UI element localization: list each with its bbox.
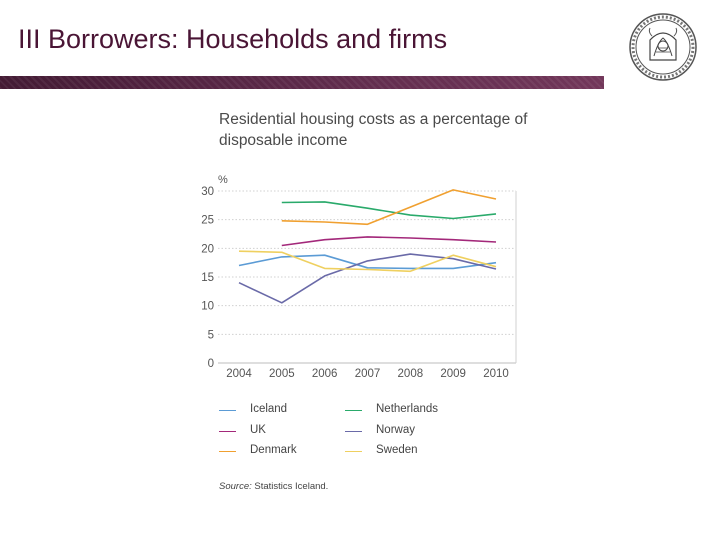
- y-tick-label: 15: [201, 272, 214, 284]
- legend-swatch: [345, 410, 362, 411]
- legend-label: Iceland: [250, 403, 288, 415]
- y-tick-label: 5: [208, 329, 214, 341]
- legend-label: Netherlands: [376, 403, 439, 415]
- y-tick-label: 25: [201, 215, 214, 227]
- series-line-uk: [281, 236, 497, 247]
- x-tick-label: 2007: [355, 368, 381, 380]
- legend-label: Denmark: [250, 444, 297, 456]
- legend-swatch: [219, 410, 236, 411]
- x-tick-label: 2006: [312, 368, 338, 380]
- university-seal-icon: [629, 13, 697, 81]
- legend-label: UK: [250, 424, 266, 436]
- legend-label: Norway: [376, 424, 415, 436]
- series-line-netherlands: [281, 201, 497, 220]
- legend-swatch: [345, 451, 362, 452]
- slide-title: III Borrowers: Households and firms: [18, 24, 448, 54]
- x-tick-label: 2004: [226, 368, 252, 380]
- source-label: Source:: [219, 481, 252, 492]
- legend-swatch: [219, 451, 236, 452]
- chart-title: Residential housing costs as a percentag…: [219, 111, 528, 149]
- y-tick-label: 0: [208, 358, 214, 370]
- y-tick-label: 20: [201, 243, 214, 255]
- y-tick-label: 30: [201, 186, 214, 198]
- y-axis-label: %: [218, 174, 228, 186]
- x-tick-label: 2010: [483, 368, 509, 380]
- title-bar: [0, 76, 604, 89]
- source-text: Statistics Iceland.: [254, 481, 329, 492]
- legend-label: Sweden: [376, 444, 418, 456]
- chart-source: Source: Statistics Iceland.: [219, 481, 328, 492]
- series-line-norway: [238, 253, 497, 304]
- series-line-denmark: [281, 189, 497, 226]
- y-tick-label: 10: [201, 301, 214, 313]
- x-tick-label: 2008: [398, 368, 424, 380]
- legend-swatch: [345, 431, 362, 432]
- series-line-iceland: [238, 254, 497, 270]
- series-line-sweden: [238, 250, 497, 273]
- x-tick-label: 2009: [440, 368, 466, 380]
- legend-swatch: [219, 431, 236, 432]
- x-tick-label: 2005: [269, 368, 295, 380]
